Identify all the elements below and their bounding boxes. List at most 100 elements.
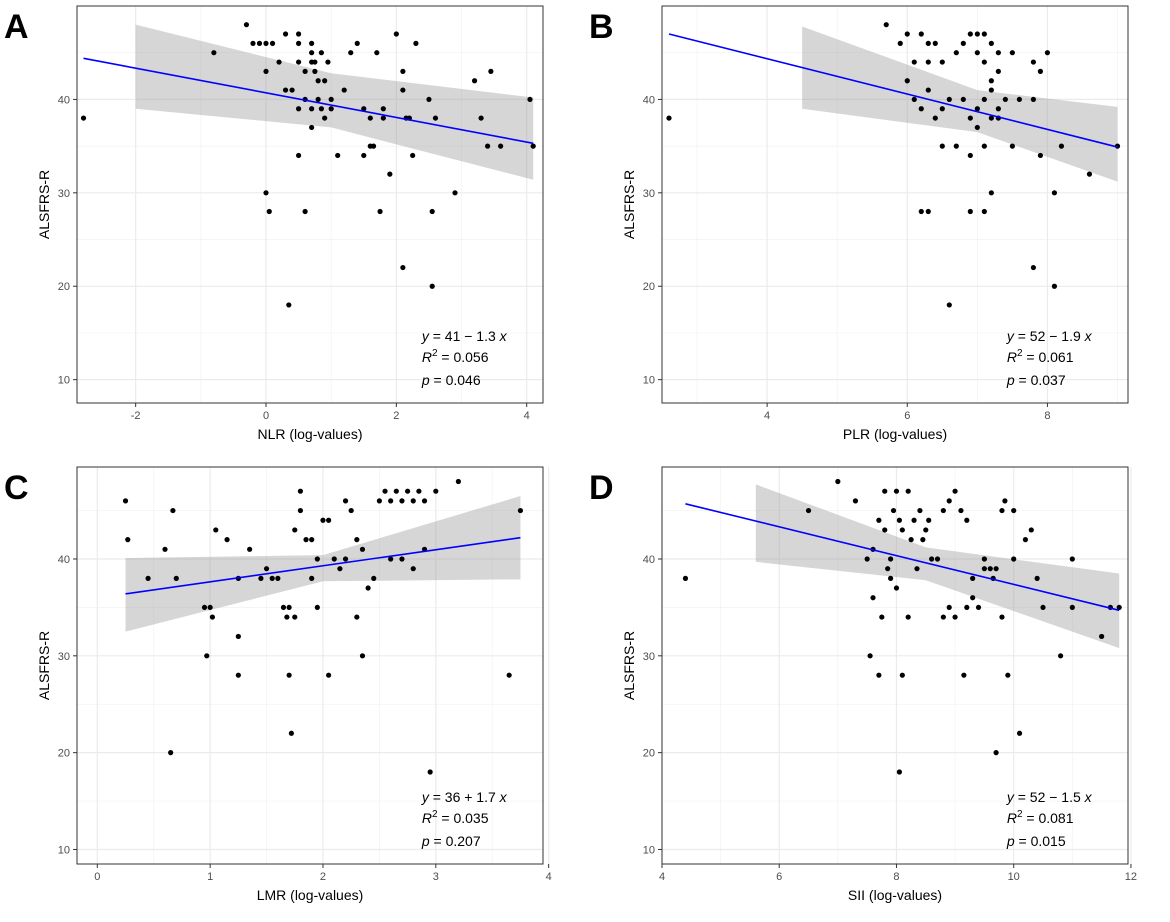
data-point: [125, 537, 131, 543]
data-point: [235, 672, 241, 678]
data-point: [1028, 527, 1034, 533]
plot-background: [662, 467, 1128, 864]
data-point: [295, 152, 302, 159]
data-point: [967, 115, 973, 121]
data-point: [1099, 633, 1105, 640]
data-point: [879, 614, 885, 620]
data-point: [952, 488, 958, 494]
data-point: [485, 143, 491, 149]
data-point: [926, 517, 932, 523]
data-point: [388, 556, 394, 562]
data-points: [682, 478, 1122, 775]
data-point: [904, 78, 910, 84]
data-point: [908, 537, 914, 543]
p-value-text: p = 0.015: [1006, 833, 1066, 849]
data-point: [342, 556, 349, 562]
data-point: [309, 106, 315, 112]
data-point: [882, 527, 888, 533]
data-point: [209, 614, 215, 620]
data-point: [506, 672, 512, 678]
data-point: [263, 40, 269, 46]
data-point: [410, 566, 416, 572]
data-point: [1057, 653, 1064, 659]
y-tick-label: 40: [58, 554, 70, 566]
data-point: [864, 556, 870, 562]
data-point: [527, 96, 533, 103]
data-point: [905, 614, 911, 620]
data-point: [1058, 143, 1065, 149]
data-point: [370, 143, 377, 149]
data-point: [388, 498, 394, 504]
data-point: [275, 575, 281, 581]
data-point: [1009, 50, 1015, 56]
data-point: [374, 50, 380, 56]
data-point: [292, 614, 298, 620]
data-point: [405, 488, 411, 494]
data-point: [981, 31, 987, 37]
data-point: [666, 115, 672, 121]
data-point: [380, 106, 386, 112]
x-tick-label: 8: [893, 871, 899, 883]
data-point: [315, 96, 321, 103]
data-point: [361, 106, 367, 112]
data-point: [946, 498, 952, 504]
data-point: [269, 40, 276, 46]
x-axis-title: LMR (log-values): [257, 887, 364, 903]
data-point: [987, 566, 993, 572]
data-point: [292, 527, 298, 533]
data-point: [852, 498, 859, 504]
scatter-chart-c: 0 1 2 3 4 10 20 30 40 LMR (log-values) ALSFRS-R Cy …: [4, 466, 552, 903]
equation-text: y = 52 − 1.5 x: [1006, 789, 1093, 805]
data-point: [1022, 537, 1029, 543]
data-point: [416, 488, 422, 494]
data-point: [387, 171, 393, 177]
x-tick-label: 3: [433, 871, 439, 883]
data-point: [517, 507, 524, 514]
data-point: [295, 31, 302, 37]
data-point: [925, 59, 931, 65]
data-point: [263, 68, 269, 74]
data-point: [367, 115, 373, 121]
data-point: [326, 517, 332, 523]
data-point: [952, 614, 958, 620]
data-point: [999, 507, 1005, 514]
data-point: [421, 498, 428, 504]
data-point: [488, 68, 494, 74]
regression-line: [668, 33, 1118, 148]
y-axis-title: ALSFRS-R: [621, 170, 637, 239]
data-point: [427, 769, 433, 775]
data-point: [967, 208, 973, 215]
data-point: [371, 575, 377, 581]
equation-text: y = 36 + 1.7 x: [421, 789, 508, 805]
y-tick-label: 40: [643, 94, 655, 106]
data-point: [80, 115, 87, 121]
plot-border: [661, 5, 1129, 404]
data-point: [911, 517, 917, 523]
data-point: [890, 507, 897, 514]
data-point: [981, 59, 987, 65]
data-point: [309, 575, 315, 581]
r-squared-text: R2 = 0.081: [1007, 809, 1074, 826]
data-point: [173, 575, 179, 581]
data-point: [276, 59, 282, 65]
data-point: [1002, 498, 1008, 504]
p-value-text: p = 0.037: [1006, 372, 1066, 388]
y-tick-label: 30: [643, 188, 655, 200]
x-tick-label: 4: [764, 410, 770, 422]
x-tick-label: 4: [546, 871, 552, 883]
y-tick-label: 20: [643, 281, 655, 293]
x-tick-label: 4: [659, 871, 665, 883]
data-point: [303, 537, 309, 543]
data-point: [999, 614, 1005, 620]
data-point: [429, 283, 435, 289]
confidence-band: [802, 26, 1118, 182]
data-point: [1002, 96, 1008, 103]
data-point: [328, 96, 334, 103]
gridlines: [662, 6, 1128, 403]
data-point: [953, 50, 959, 56]
data-point: [876, 517, 882, 523]
data-point: [204, 653, 210, 659]
data-point: [934, 556, 941, 562]
data-point: [918, 31, 924, 37]
